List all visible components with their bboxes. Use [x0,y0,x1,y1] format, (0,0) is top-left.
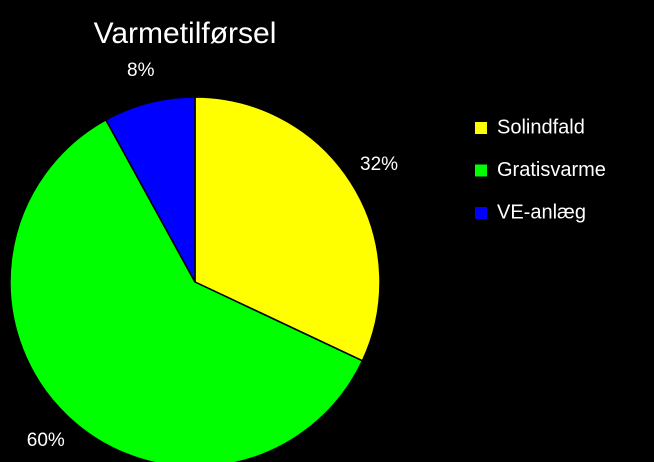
legend-swatch [475,164,487,177]
pie-slice [104,96,196,283]
legend-label: Gratisvarme [497,159,606,181]
legend-swatch [475,207,487,219]
data-label: 60% [27,430,65,451]
data-label: 32% [360,154,398,175]
pie-slice [194,96,381,362]
pie-slice [9,118,364,462]
legend-label: VE-anlæg [497,201,586,223]
data-label: 8% [127,60,155,81]
chart-title: Varmetilførsel [94,17,277,50]
legend-label: Solindfald [497,116,585,138]
legend-swatch [475,122,487,134]
